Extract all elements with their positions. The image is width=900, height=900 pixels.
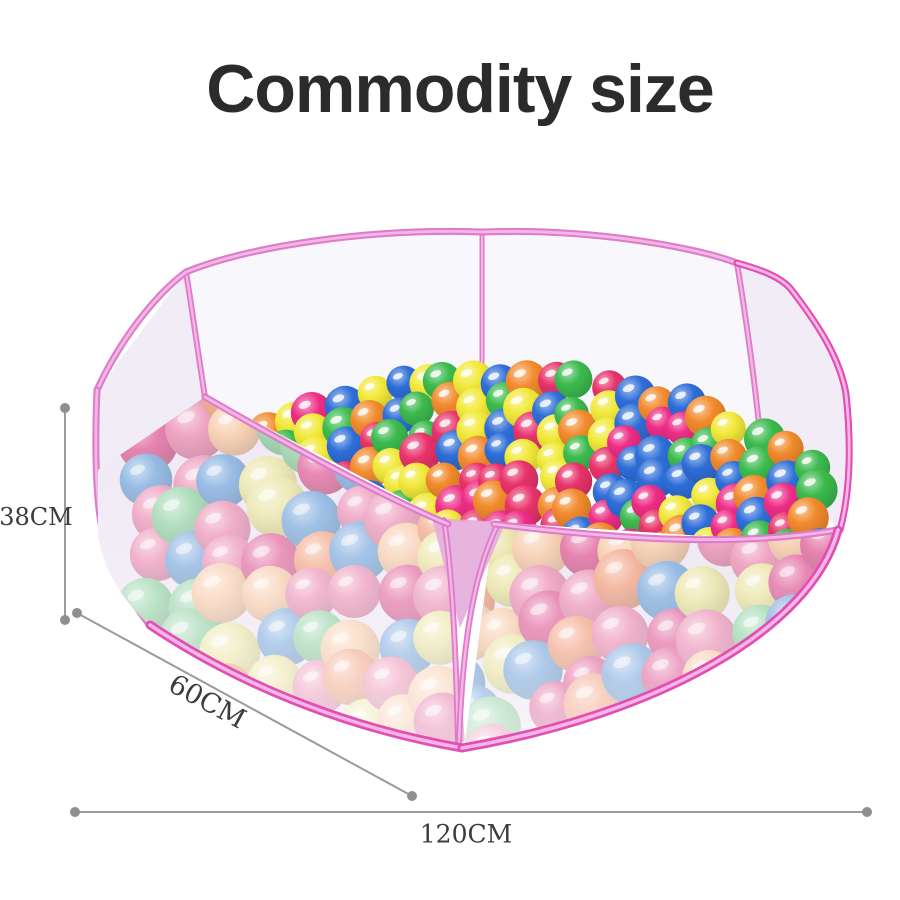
width-dimension: 120CM bbox=[70, 807, 872, 849]
height-dimension: 38CM bbox=[0, 403, 73, 625]
width-dimension-label: 120CM bbox=[420, 820, 512, 849]
page-title: Commodity size bbox=[206, 51, 713, 127]
height-dimension-label: 38CM bbox=[0, 503, 73, 531]
